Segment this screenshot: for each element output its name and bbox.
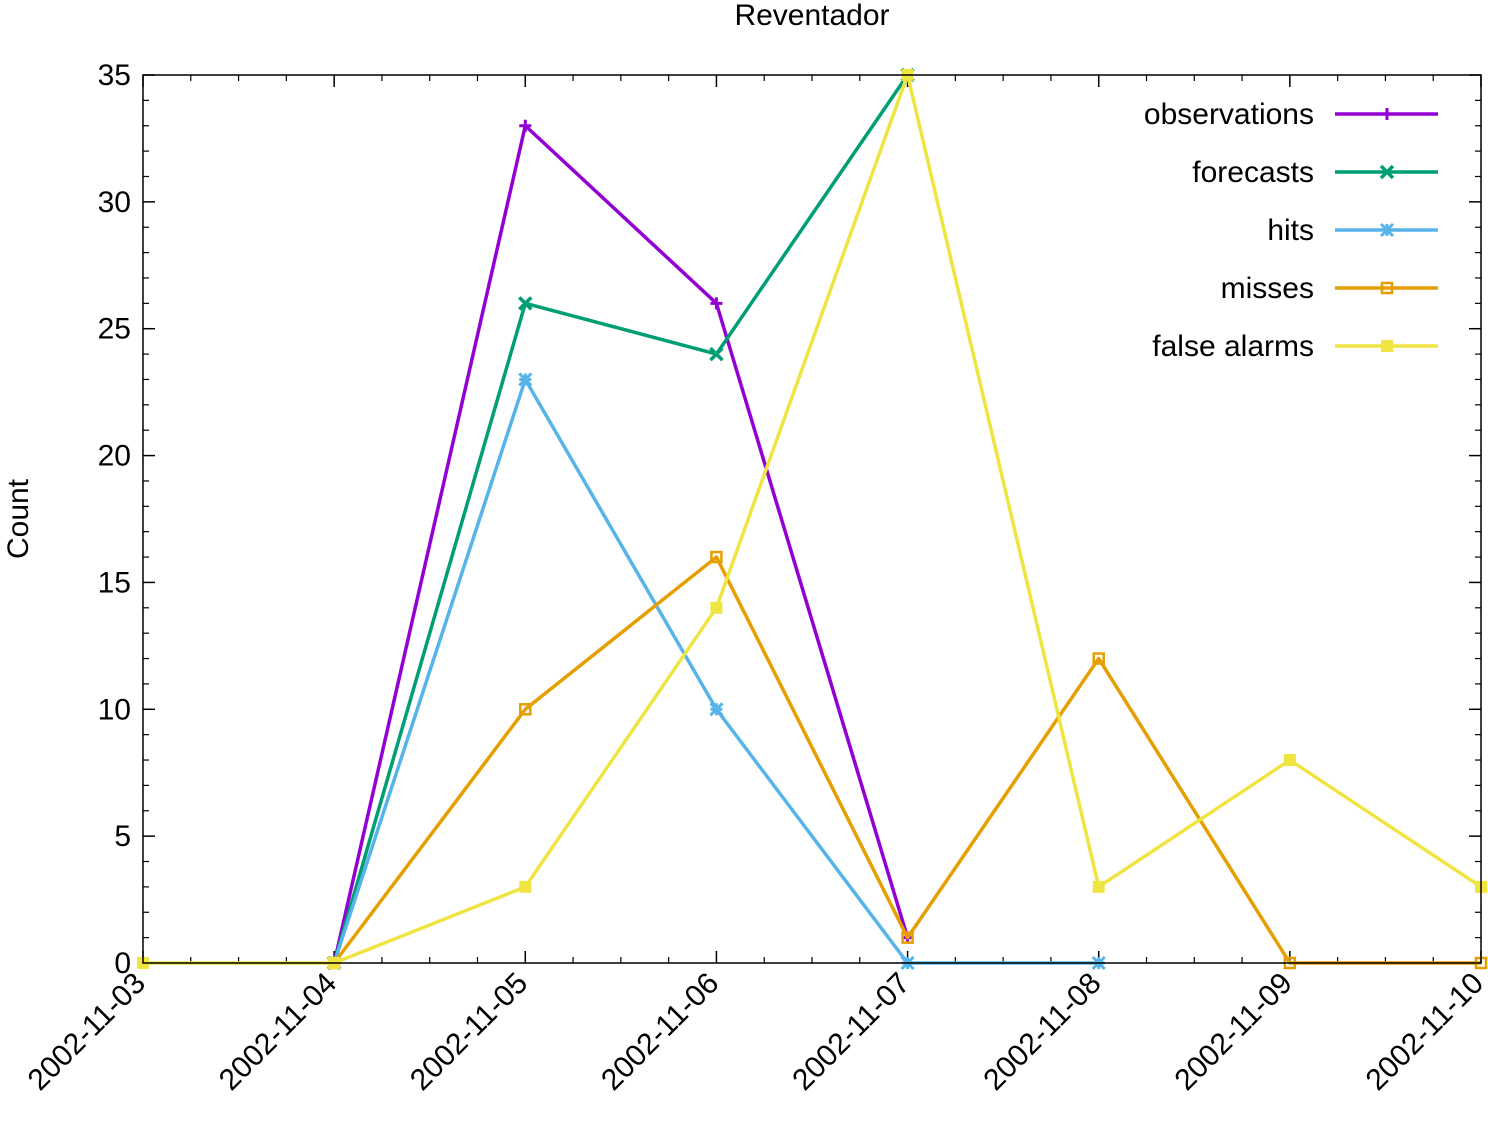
series-line xyxy=(332,555,1481,965)
data-point xyxy=(1092,652,1105,665)
legend-marker xyxy=(1381,340,1393,352)
y-tick-label: 10 xyxy=(98,693,131,726)
data-point xyxy=(1283,754,1296,767)
legend-item: forecasts xyxy=(1192,156,1438,189)
legend-marker xyxy=(1379,222,1395,238)
legend-marker xyxy=(1380,281,1394,295)
data-point xyxy=(901,931,914,944)
series-hits xyxy=(327,372,1106,971)
y-axis-label: Count xyxy=(2,478,35,559)
data-point xyxy=(518,372,533,387)
data-point xyxy=(519,119,532,132)
series-forecasts xyxy=(326,67,915,971)
y-tick-label: 20 xyxy=(98,440,131,473)
legend-item: observations xyxy=(1144,98,1438,131)
x-tick-label: 2002-11-07 xyxy=(786,967,916,1097)
data-point xyxy=(710,550,723,564)
data-point xyxy=(710,297,723,310)
legend: observations forecasts hits misses false ala… xyxy=(1144,98,1438,363)
data-point xyxy=(518,296,533,311)
x-tick-label: 2002-11-04 xyxy=(213,967,343,1097)
x-tick-label: 2002-11-08 xyxy=(977,967,1107,1097)
series-misses xyxy=(327,550,1488,970)
data-point xyxy=(709,702,724,717)
chart-title: Reventador xyxy=(734,0,889,32)
legend-marker xyxy=(1379,164,1395,180)
legend-label: false alarms xyxy=(1152,330,1314,363)
y-tick-label: 30 xyxy=(98,186,131,219)
series-line xyxy=(332,74,910,964)
x-tick-label: 2002-11-06 xyxy=(595,967,725,1097)
legend-label: misses xyxy=(1221,272,1314,305)
data-point xyxy=(519,880,532,893)
legend-item: hits xyxy=(1267,214,1438,247)
series-lines xyxy=(137,67,1488,971)
series-line xyxy=(143,73,1482,965)
legend-item: misses xyxy=(1221,272,1438,305)
data-point xyxy=(1092,880,1105,893)
y-tick-label: 0 xyxy=(114,947,131,980)
series-line xyxy=(332,123,910,964)
x-tick-label: 2002-11-05 xyxy=(404,967,534,1097)
x-tick-label: 2002-11-10 xyxy=(1360,967,1488,1097)
x-tick-label: 2002-11-09 xyxy=(1169,967,1299,1097)
x-tick-label: 2002-11-03 xyxy=(22,967,152,1097)
y-tick-label: 5 xyxy=(114,820,131,853)
legend-label: observations xyxy=(1144,98,1314,131)
y-tick-label: 15 xyxy=(98,566,131,599)
data-point xyxy=(519,703,532,716)
legend-item: false alarms xyxy=(1152,330,1438,363)
y-tick-label: 35 xyxy=(98,59,131,92)
data-point xyxy=(710,601,723,614)
legend-label: hits xyxy=(1267,214,1314,247)
y-tick-label: 25 xyxy=(98,313,131,346)
legend-label: forecasts xyxy=(1192,156,1314,189)
data-point xyxy=(709,346,724,362)
series-false-alarms xyxy=(137,69,1487,969)
legend-marker xyxy=(1381,108,1393,120)
plot-area-border xyxy=(142,74,1482,964)
